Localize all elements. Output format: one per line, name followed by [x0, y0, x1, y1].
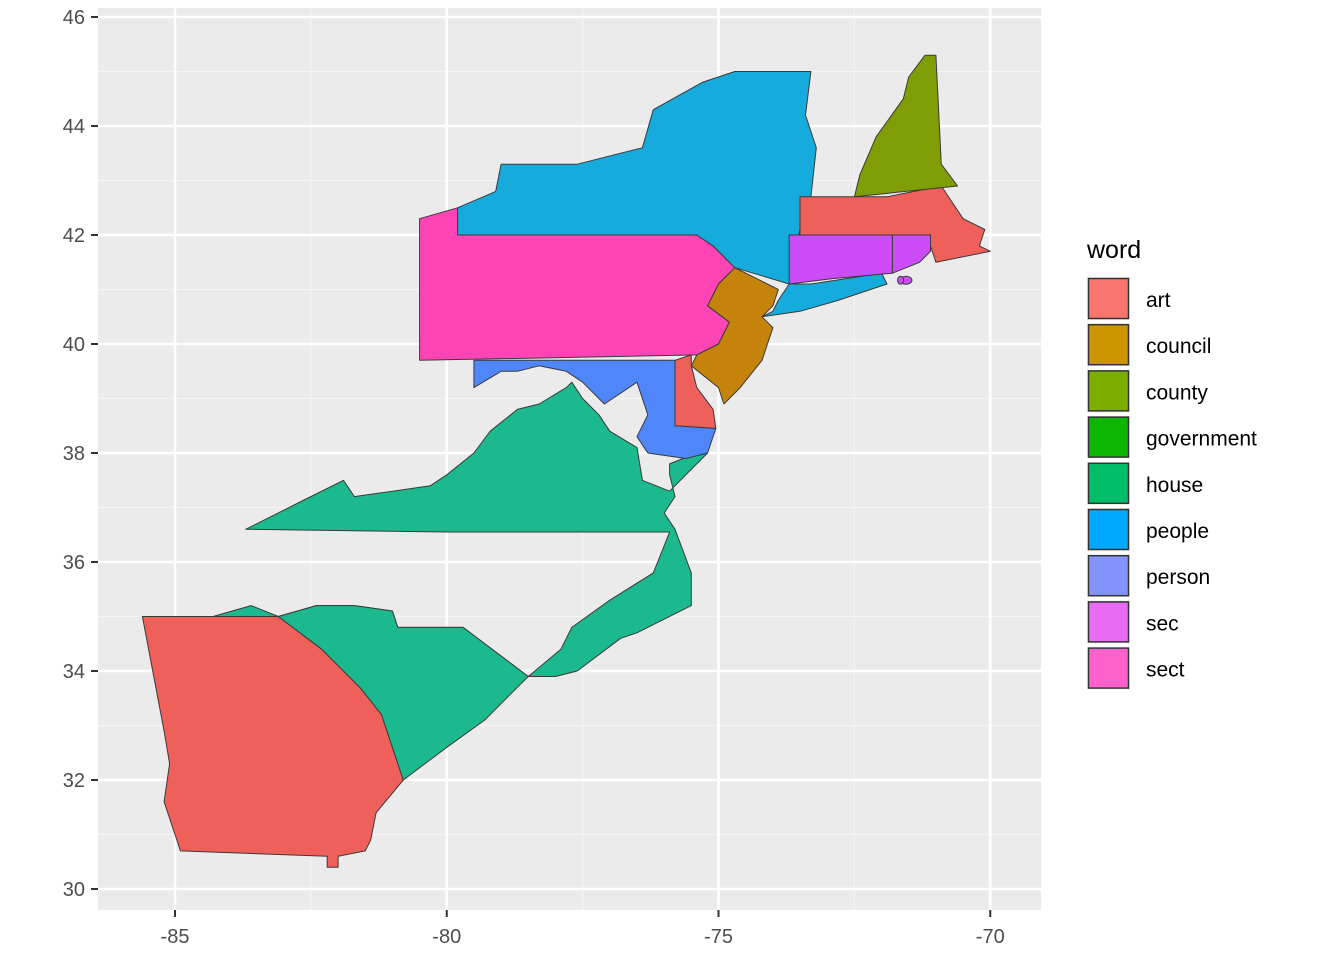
- legend: word art council county government house peop…: [1086, 236, 1257, 690]
- legend-swatch-sect: [1087, 647, 1130, 689]
- legend-swatch-house: [1087, 462, 1130, 505]
- legend-label-sec: sec: [1146, 612, 1179, 635]
- y-tick-label: 46: [63, 7, 85, 29]
- legend-label-government: government: [1146, 428, 1257, 451]
- legend-label-council: council: [1146, 335, 1211, 358]
- y-tick-label: 40: [63, 334, 85, 356]
- y-tick-label: 30: [63, 879, 85, 901]
- map-regions: [141, 54, 991, 868]
- legend-swatch-person: [1087, 554, 1130, 597]
- x-tick-label: -70: [976, 926, 1005, 948]
- x-tick-label: -85: [161, 926, 190, 948]
- x-tick-label: -80: [432, 926, 461, 948]
- region-council: [690, 267, 779, 405]
- y-axis: 30 32 34 36 38 40 42 44 46: [63, 7, 98, 901]
- legend-label-person: person: [1146, 566, 1210, 589]
- region-person: [473, 359, 717, 459]
- y-tick-label: 42: [63, 225, 85, 247]
- legend-label-house: house: [1146, 474, 1203, 497]
- legend-swatch-sec: [1087, 601, 1130, 643]
- x-tick-label: -75: [704, 926, 733, 948]
- y-tick-label: 36: [63, 552, 85, 574]
- legend-swatch-council: [1087, 323, 1130, 366]
- legend-label-art: art: [1146, 289, 1171, 312]
- legend-label-people: people: [1146, 520, 1209, 543]
- y-tick-label: 32: [63, 770, 85, 792]
- legend-swatch-county: [1087, 370, 1130, 412]
- region-people: [457, 71, 888, 318]
- y-tick-label: 34: [63, 661, 85, 683]
- x-axis: -85 -80 -75 -70: [161, 910, 1005, 948]
- region-sec: [891, 234, 931, 274]
- legend-title: word: [1086, 236, 1141, 264]
- legend-items: art council county government house people per…: [1087, 277, 1257, 690]
- region-house: [277, 605, 529, 781]
- y-tick-label: 38: [63, 443, 85, 465]
- region-sec: [788, 234, 893, 285]
- region-sec-island: [897, 275, 905, 285]
- legend-swatch-art: [1087, 277, 1130, 320]
- legend-swatch-government: [1087, 416, 1130, 458]
- legend-label-county: county: [1146, 381, 1208, 404]
- legend-label-sect: sect: [1146, 659, 1185, 682]
- region-county: [853, 54, 959, 198]
- legend-swatch-people: [1087, 508, 1130, 551]
- region-house: [212, 381, 709, 677]
- y-tick-label: 44: [63, 116, 85, 138]
